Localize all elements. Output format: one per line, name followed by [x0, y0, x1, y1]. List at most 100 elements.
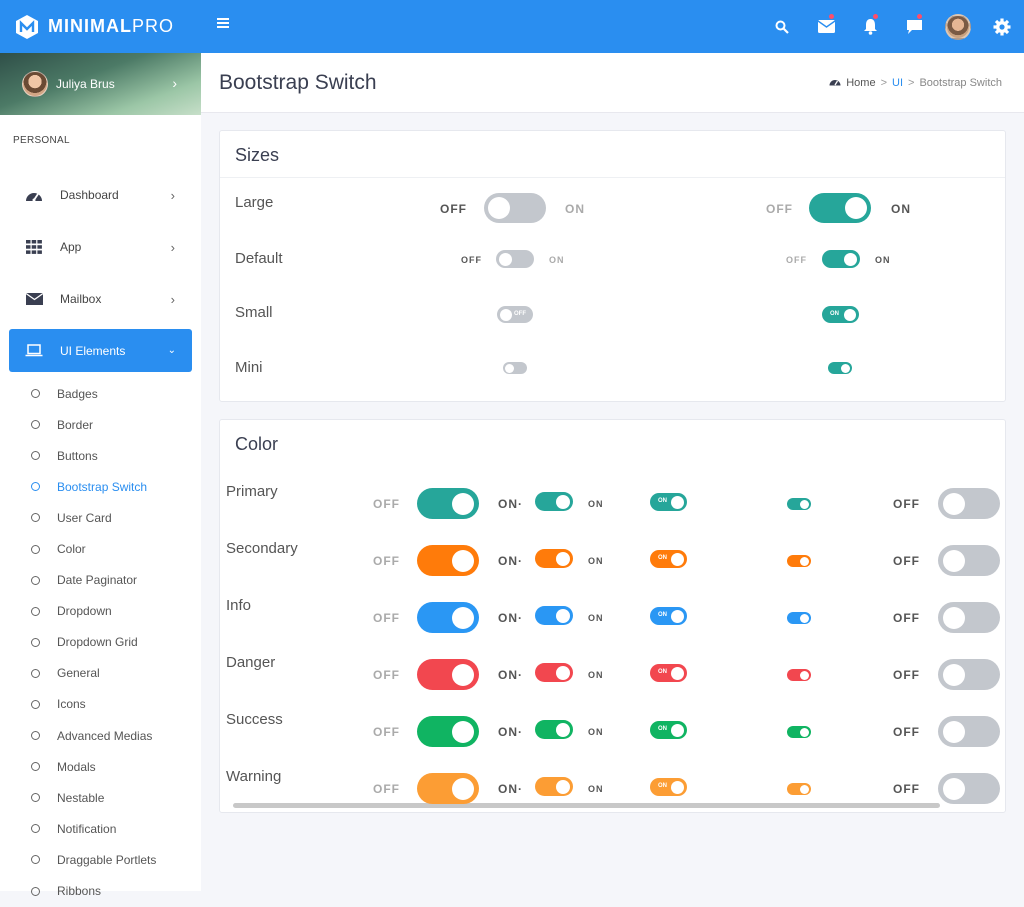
sidebar-subitem[interactable]: Dropdown Grid: [0, 627, 201, 658]
switch-default-warning[interactable]: [535, 777, 573, 796]
switch-inner-label: ON: [830, 311, 839, 317]
sidebar-subitem[interactable]: Advanced Medias: [0, 720, 201, 751]
search-icon[interactable]: [760, 0, 804, 53]
switch-default-success[interactable]: [535, 720, 573, 739]
switch-large-off-danger[interactable]: [938, 659, 1000, 690]
switch-large-off-info[interactable]: [938, 602, 1000, 633]
switch-mini-secondary[interactable]: [787, 555, 811, 567]
sidebar-item-dashboard[interactable]: Dashboard ›: [0, 169, 201, 221]
switch-small-info[interactable]: ON: [650, 607, 687, 625]
bell-icon[interactable]: [848, 0, 892, 53]
switch-large-off-primary[interactable]: [938, 488, 1000, 519]
switch-mini-success[interactable]: [787, 726, 811, 738]
switch-large-danger[interactable]: [417, 659, 479, 690]
switch-small-off[interactable]: OFF: [497, 306, 533, 323]
mail-icon[interactable]: [804, 0, 848, 53]
gear-icon[interactable]: [980, 0, 1024, 53]
switch-small-primary[interactable]: ON: [650, 493, 687, 511]
dashboard-icon: [24, 188, 44, 202]
chat-icon[interactable]: [892, 0, 936, 53]
switch-default-info[interactable]: [535, 606, 573, 625]
switch-large-info[interactable]: [417, 602, 479, 633]
switch-small-on[interactable]: ON: [822, 306, 859, 323]
on-text: ON·: [498, 668, 523, 682]
switch-inner-label: ON: [658, 726, 667, 732]
sidebar-subitem[interactable]: Dropdown: [0, 596, 201, 627]
sidebar-subitem[interactable]: Border: [0, 409, 201, 440]
sidebar-subitem[interactable]: Color: [0, 533, 201, 564]
switch-knob: [943, 550, 965, 572]
sidebar-subitem[interactable]: Icons: [0, 689, 201, 720]
switch-knob: [800, 557, 809, 566]
switch-small-danger[interactable]: ON: [650, 664, 687, 682]
switch-large-success[interactable]: [417, 716, 479, 747]
circle-icon: [31, 793, 40, 803]
switch-small-secondary[interactable]: ON: [650, 550, 687, 568]
off-text: OFF: [786, 255, 807, 265]
switch-mini-off[interactable]: [503, 362, 527, 374]
sidebar-subitem[interactable]: Buttons: [0, 440, 201, 471]
switch-large-on[interactable]: [809, 193, 871, 223]
sidebar-subitem[interactable]: Nestable: [0, 782, 201, 813]
sidebar-subitem[interactable]: Bootstrap Switch: [0, 471, 201, 502]
switch-large-off[interactable]: [484, 193, 546, 223]
sidebar-subitem[interactable]: Notification: [0, 813, 201, 844]
switch-mini-primary[interactable]: [787, 498, 811, 510]
chevron-down-icon: ⌄: [167, 345, 176, 356]
user-avatar-button[interactable]: [936, 0, 980, 53]
menu-toggle-icon[interactable]: [217, 18, 229, 30]
sidebar-subitem[interactable]: Date Paginator: [0, 565, 201, 596]
switch-knob: [452, 493, 474, 515]
switch-default-on[interactable]: [822, 250, 860, 268]
sidebar-subitem[interactable]: Ribbons: [0, 876, 201, 907]
sidebar-subitem[interactable]: Draggable Portlets: [0, 844, 201, 875]
sidebar-item-ui-elements[interactable]: UI Elements ⌄: [9, 329, 192, 372]
switch-knob: [488, 197, 510, 219]
off-text: OFF: [893, 611, 920, 625]
switch-knob: [844, 309, 856, 321]
breadcrumb-home[interactable]: Home: [846, 77, 876, 89]
switch-default-secondary[interactable]: [535, 549, 573, 568]
brand[interactable]: MINIMALPRO: [0, 0, 201, 53]
on-text: ON: [588, 784, 604, 794]
switch-large-off-success[interactable]: [938, 716, 1000, 747]
user-panel[interactable]: Juliya Brus ›: [0, 53, 201, 115]
switch-small-success[interactable]: ON: [650, 721, 687, 739]
circle-icon: [31, 389, 40, 399]
switch-mini-danger[interactable]: [787, 669, 811, 681]
sidebar-subitem[interactable]: Badges: [0, 378, 201, 409]
switch-mini-warning[interactable]: [787, 783, 811, 795]
switch-default-danger[interactable]: [535, 663, 573, 682]
sidebar-subitem[interactable]: Modals: [0, 751, 201, 782]
switch-knob: [452, 778, 474, 800]
color-card: Color Primary OFF ON· ON ON OFF Secondary OFF ON…: [219, 419, 1006, 813]
switch-large-secondary[interactable]: [417, 545, 479, 576]
switch-default-off[interactable]: [496, 250, 534, 268]
switch-mini-info[interactable]: [787, 612, 811, 624]
switch-default-primary[interactable]: [535, 492, 573, 511]
chevron-right-icon: ›: [170, 187, 175, 203]
sidebar-item-app[interactable]: App ›: [0, 221, 201, 273]
breadcrumb-ui[interactable]: UI: [892, 77, 904, 89]
switch-small-warning[interactable]: ON: [650, 778, 687, 796]
sidebar-subitem-label: Dropdown Grid: [57, 635, 138, 650]
page-header: Bootstrap Switch Home > UI > Bootstrap S…: [201, 53, 1024, 113]
sidebar-subitem[interactable]: User Card: [0, 502, 201, 533]
switch-knob: [671, 667, 684, 680]
sidebar-subitem[interactable]: General: [0, 658, 201, 689]
circle-icon: [31, 731, 40, 741]
switch-knob: [671, 610, 684, 623]
switch-large-warning[interactable]: [417, 773, 479, 804]
envelope-icon: [24, 293, 44, 305]
switch-knob: [452, 550, 474, 572]
circle-icon: [31, 855, 40, 865]
sidebar-subitem-label: Bootstrap Switch: [57, 479, 148, 494]
chat-notification-dot: [917, 14, 922, 19]
switch-large-primary[interactable]: [417, 488, 479, 519]
switch-mini-on[interactable]: [828, 362, 852, 374]
sidebar-item-mailbox[interactable]: Mailbox ›: [0, 273, 201, 325]
switch-large-off-secondary[interactable]: [938, 545, 1000, 576]
horizontal-scrollbar[interactable]: [233, 803, 940, 808]
switch-large-off-warning[interactable]: [938, 773, 1000, 804]
off-text: OFF: [893, 668, 920, 682]
